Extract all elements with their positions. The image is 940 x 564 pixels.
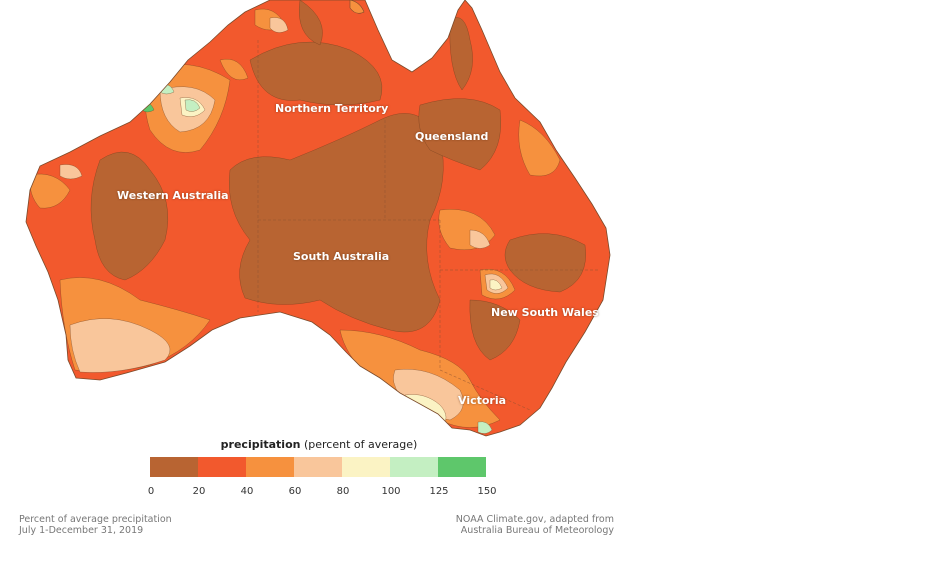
state-borders bbox=[257, 40, 600, 411]
legend-tick-4: 80 bbox=[336, 486, 350, 497]
legend-title: precipitation (percent of average) bbox=[150, 438, 488, 451]
label-south-australia: South Australia bbox=[293, 250, 390, 263]
legend-tick-7: 150 bbox=[477, 486, 497, 497]
legend-swatch-6 bbox=[438, 457, 486, 477]
label-new-south-wales: New South Wales bbox=[491, 306, 599, 319]
coastline bbox=[25, 0, 611, 437]
credit-line-1: NOAA Climate.gov, adapted from bbox=[455, 514, 614, 525]
legend-swatch-5 bbox=[390, 457, 438, 477]
legend-color-bar bbox=[150, 457, 486, 477]
band-100-125 bbox=[159, 84, 493, 434]
island bbox=[349, 0, 365, 14]
legend-swatch-3 bbox=[294, 457, 342, 477]
legend-swatch-0 bbox=[150, 457, 198, 477]
label-victoria: Victoria bbox=[458, 394, 507, 407]
label-western-australia: Western Australia bbox=[117, 189, 229, 202]
caption-line-1: Percent of average precipitation bbox=[19, 514, 172, 525]
band-0-20 bbox=[90, 0, 586, 361]
legend-tick-5: 100 bbox=[381, 486, 401, 497]
map-credit: NOAA Climate.gov, adapted from Australia… bbox=[456, 514, 614, 536]
legend-swatch-4 bbox=[342, 457, 390, 477]
map-caption: Percent of average precipitation July 1-… bbox=[19, 514, 172, 536]
legend-swatch-1 bbox=[198, 457, 246, 477]
legend-title-rest: (percent of average) bbox=[303, 438, 418, 451]
legend-tick-6: 125 bbox=[429, 486, 449, 497]
label-queensland: Queensland bbox=[415, 130, 489, 143]
legend-tick-0: 0 bbox=[147, 486, 155, 497]
legend-tick-1: 20 bbox=[192, 486, 206, 497]
label-northern-territory: Northern Territory bbox=[275, 102, 389, 115]
caption-line-2: July 1-December 31, 2019 bbox=[19, 525, 144, 536]
legend-tick-2: 40 bbox=[240, 486, 254, 497]
credit-line-2: Australia Bureau of Meteorology bbox=[460, 525, 614, 536]
legend-tick-3: 60 bbox=[288, 486, 302, 497]
legend-title-bold: precipitation bbox=[220, 438, 301, 451]
legend-swatch-2 bbox=[246, 457, 294, 477]
